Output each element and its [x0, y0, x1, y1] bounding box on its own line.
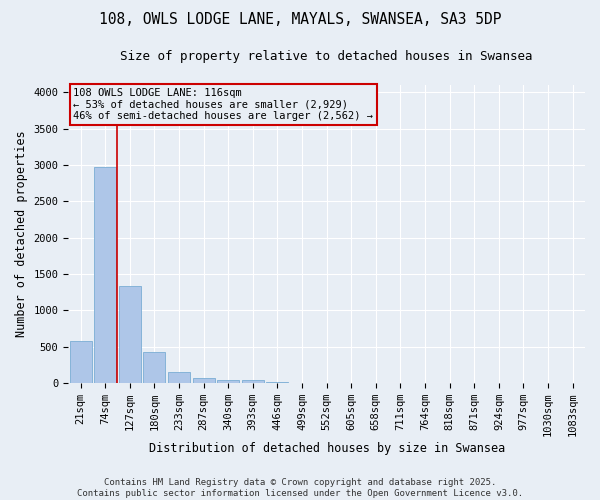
Bar	[143, 352, 166, 383]
X-axis label: Distribution of detached houses by size in Swansea: Distribution of detached houses by size …	[149, 442, 505, 455]
Bar	[119, 286, 141, 383]
Text: 108 OWLS LODGE LANE: 116sqm
← 53% of detached houses are smaller (2,929)
46% of : 108 OWLS LODGE LANE: 116sqm ← 53% of det…	[73, 88, 373, 121]
Bar	[217, 380, 239, 383]
Bar	[193, 378, 215, 383]
Text: Contains HM Land Registry data © Crown copyright and database right 2025.
Contai: Contains HM Land Registry data © Crown c…	[77, 478, 523, 498]
Bar	[266, 382, 289, 383]
Bar	[70, 341, 92, 383]
Bar	[168, 372, 190, 383]
Y-axis label: Number of detached properties: Number of detached properties	[15, 130, 28, 338]
Bar	[94, 167, 116, 383]
Text: 108, OWLS LODGE LANE, MAYALS, SWANSEA, SA3 5DP: 108, OWLS LODGE LANE, MAYALS, SWANSEA, S…	[99, 12, 501, 28]
Title: Size of property relative to detached houses in Swansea: Size of property relative to detached ho…	[121, 50, 533, 63]
Bar	[242, 380, 264, 383]
